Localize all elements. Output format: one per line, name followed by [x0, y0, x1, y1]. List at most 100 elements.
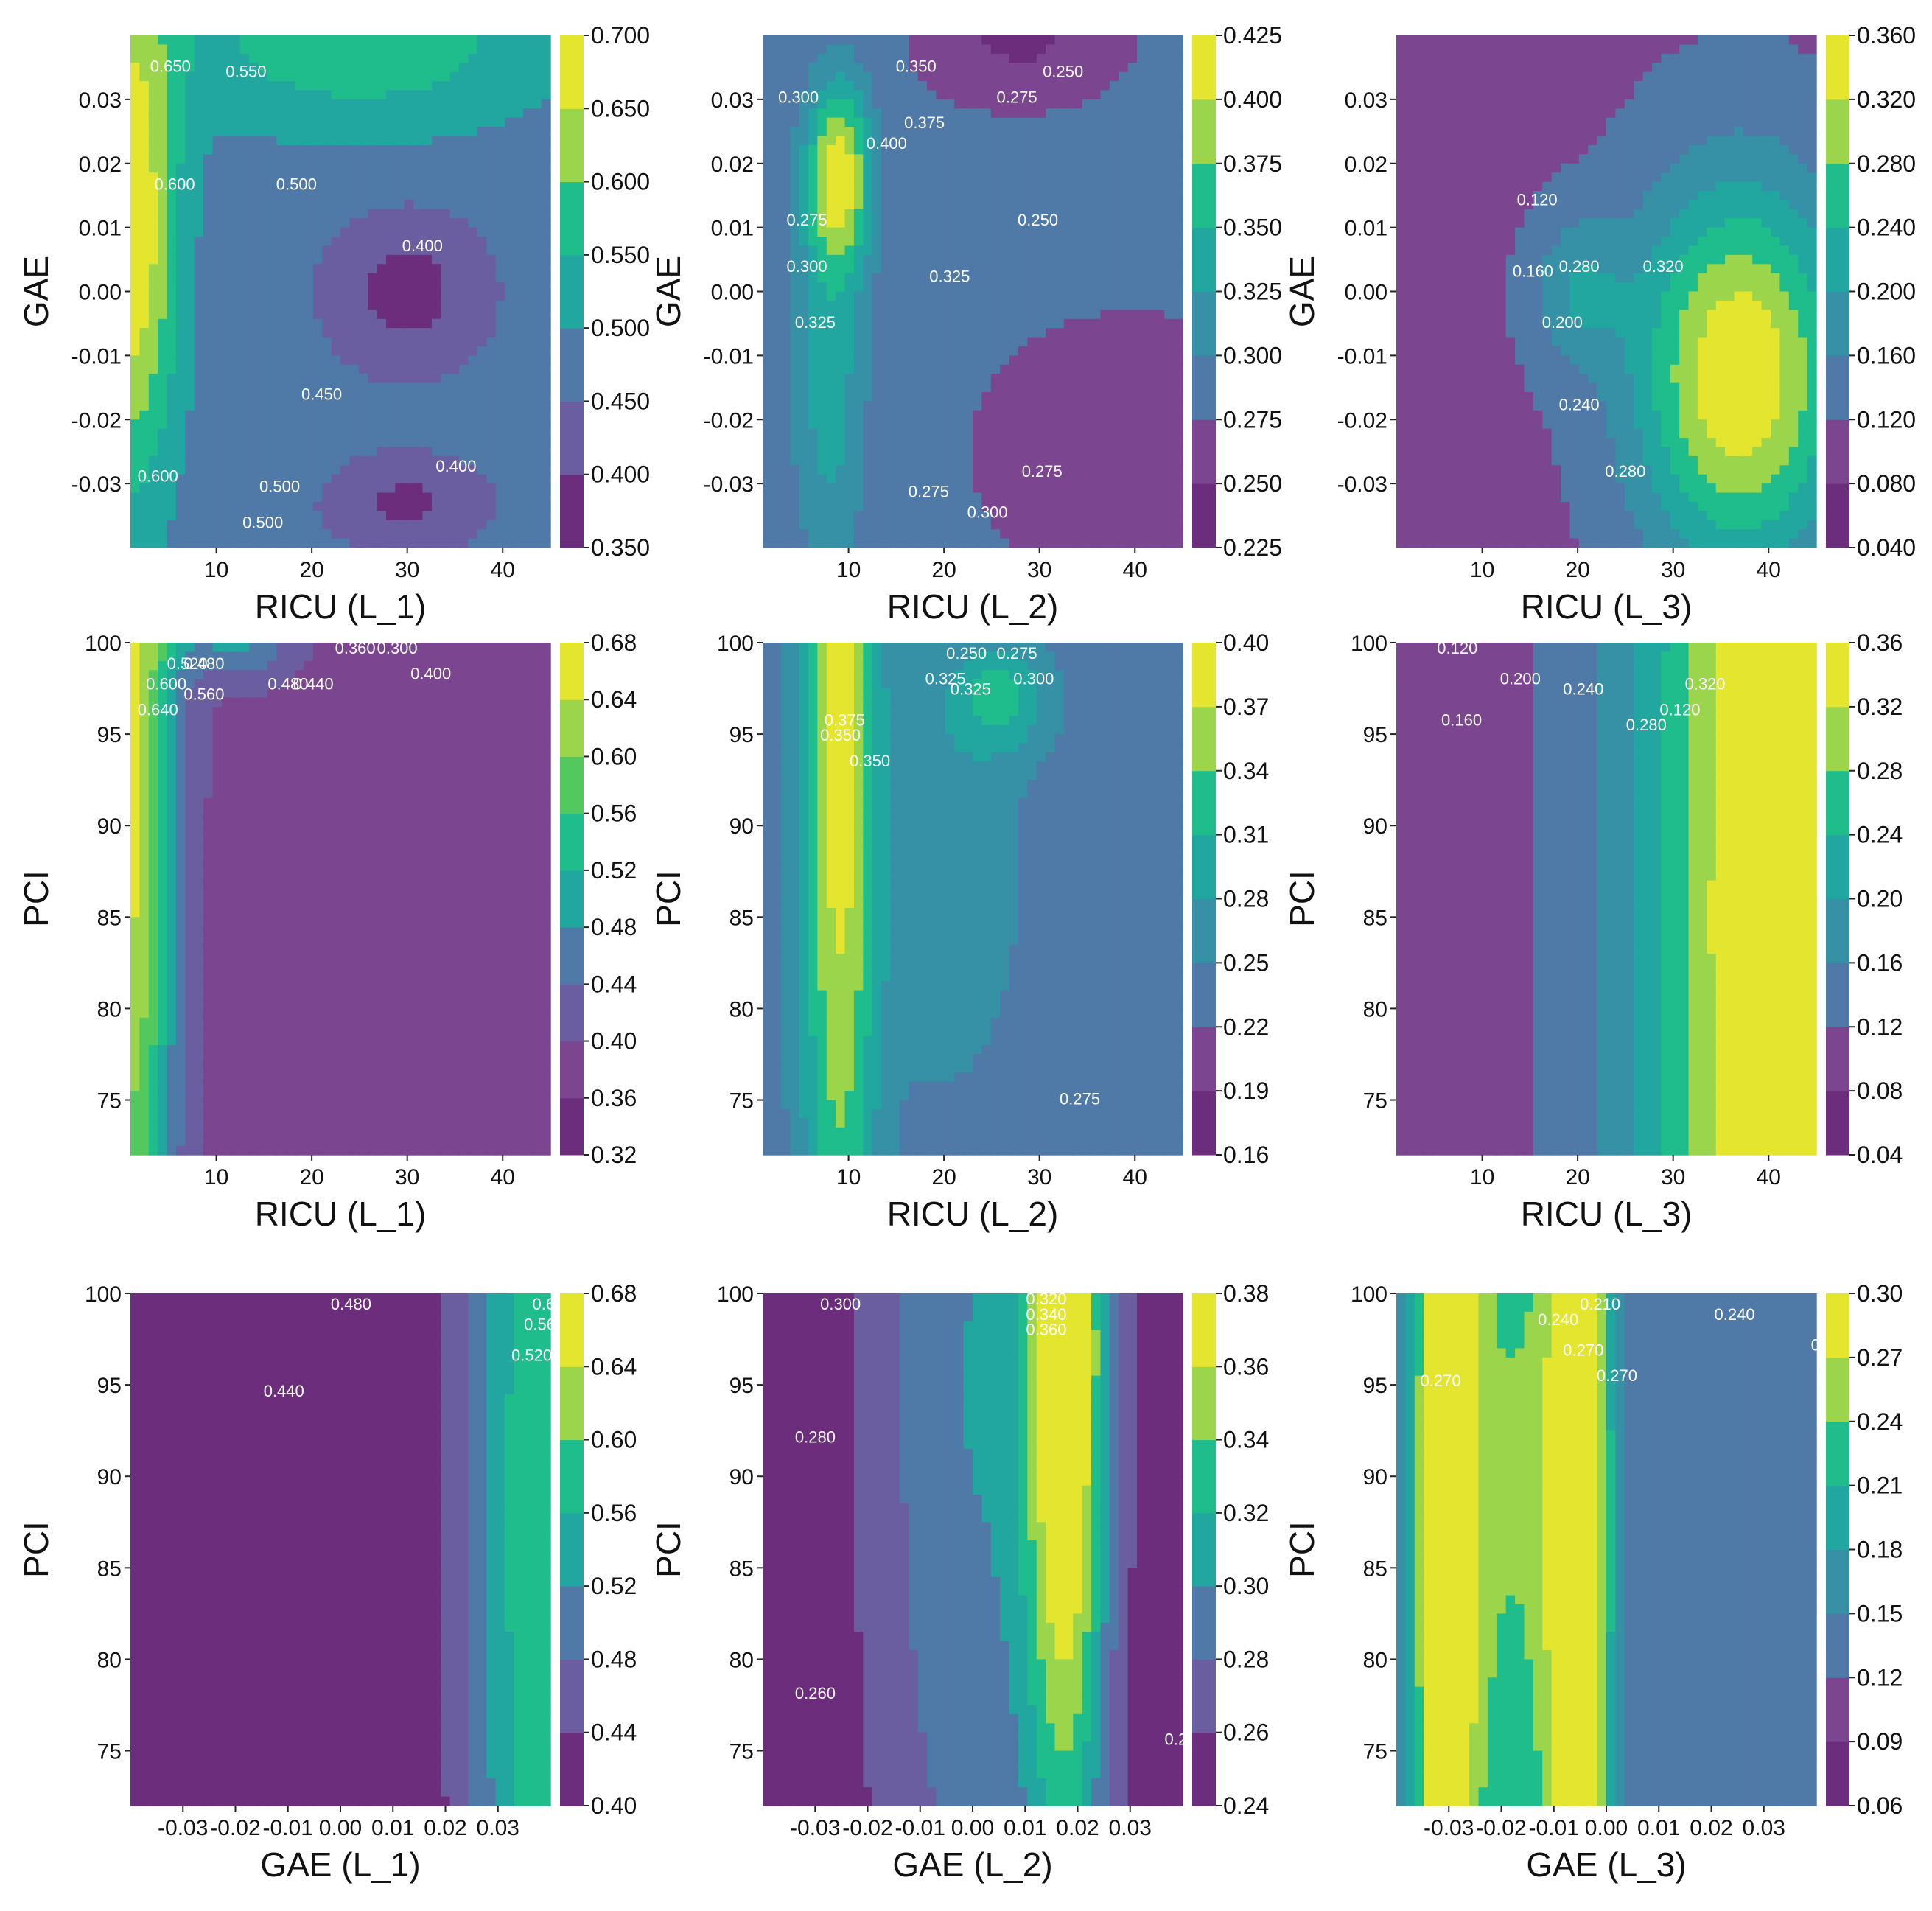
contour-cell	[149, 355, 158, 365]
contour-cell	[468, 273, 477, 283]
contour-cell	[981, 63, 991, 72]
contour-cell	[790, 200, 799, 209]
contour-cell	[313, 282, 323, 292]
contour-cell	[213, 54, 223, 63]
contour-cell	[505, 383, 514, 393]
contour-cell	[459, 191, 469, 200]
contour-cell	[771, 301, 781, 310]
contour-cell	[340, 191, 350, 200]
contour-cell	[542, 136, 551, 146]
contour-cell	[845, 127, 855, 136]
contour-cell	[542, 355, 551, 365]
contour-cell	[386, 401, 396, 411]
contour-cell	[1073, 90, 1082, 99]
contour-cell	[176, 529, 186, 539]
contour-cell	[313, 310, 323, 319]
contour-cell	[313, 99, 323, 109]
contour-cell	[413, 191, 423, 200]
contour-cell	[1137, 338, 1147, 347]
contour-cell	[496, 264, 505, 273]
contour-cell	[468, 182, 477, 192]
contour-cell	[1064, 539, 1074, 548]
contour-cell	[258, 154, 267, 164]
contour-cell	[349, 164, 359, 173]
contour-cell	[304, 301, 313, 310]
contour-cell	[1009, 483, 1019, 493]
contour-cell	[203, 346, 213, 356]
contour-cell	[763, 502, 772, 511]
contour-cell	[1128, 310, 1138, 319]
contour-cell	[954, 383, 964, 393]
contour-cell	[799, 35, 809, 45]
contour-cell	[1110, 209, 1119, 219]
contour-cell	[1027, 108, 1037, 118]
contour-cell	[1128, 346, 1138, 356]
contour-cell	[158, 44, 167, 54]
contour-cell	[1064, 44, 1074, 54]
contour-cell	[799, 44, 809, 54]
contour-cell	[459, 475, 469, 484]
contour-cell	[496, 456, 505, 466]
contour-cell	[139, 328, 149, 338]
contour-cell	[423, 438, 433, 447]
contour-cell	[514, 264, 523, 273]
contour-cell	[1064, 401, 1074, 411]
contour-cell	[1064, 127, 1074, 136]
contour-cell	[991, 493, 1001, 503]
contour-cell	[1064, 346, 1074, 356]
contour-cell	[1082, 81, 1092, 91]
contour-cell	[468, 355, 477, 365]
contour-cell	[991, 539, 1001, 548]
contour-cell	[1046, 346, 1055, 356]
contour-cell	[1128, 411, 1138, 420]
contour-cell	[423, 292, 433, 301]
contour-cell	[981, 127, 991, 136]
contour-cell	[130, 90, 140, 99]
contour-cell	[1128, 301, 1138, 310]
contour-cell	[827, 374, 836, 383]
contour-cell	[781, 465, 791, 475]
contour-cell	[231, 392, 240, 402]
contour-cell	[523, 529, 533, 539]
contour-cell	[836, 228, 845, 237]
contour-cell	[158, 164, 167, 173]
x-tick-label: 40	[491, 558, 515, 582]
contour-cell	[900, 209, 909, 219]
contour-cell	[139, 301, 149, 310]
contour-cell	[368, 44, 377, 54]
contour-cell	[158, 245, 167, 255]
contour-cell	[258, 383, 267, 393]
contour-cell	[322, 255, 332, 265]
contour-cell	[945, 502, 955, 511]
contour-cell	[1128, 529, 1138, 539]
contour-cell	[195, 191, 204, 200]
contour-cell	[276, 200, 286, 209]
contour-cell	[1110, 172, 1119, 182]
contour-cell	[195, 338, 204, 347]
contour-cell	[332, 245, 341, 255]
contour-cell	[267, 346, 277, 356]
contour-cell	[900, 438, 909, 447]
contour-cell	[340, 118, 350, 127]
contour-cell	[1009, 355, 1019, 365]
contour-cell	[1119, 209, 1128, 219]
contour-cell	[1018, 447, 1028, 456]
contour-cell	[413, 475, 423, 484]
contour-cell	[845, 475, 855, 484]
contour-cell	[827, 245, 836, 255]
contour-cell	[1064, 465, 1074, 475]
contour-cell	[432, 209, 441, 219]
contour-cell	[149, 401, 158, 411]
contour-cell	[872, 209, 882, 219]
contour-cell	[900, 264, 909, 273]
contour-cell	[505, 475, 514, 484]
contour-cell	[359, 511, 368, 520]
contour-cell	[203, 301, 213, 310]
contour-cell	[1091, 154, 1101, 164]
contour-cell	[1027, 539, 1037, 548]
contour-cell	[377, 438, 387, 447]
contour-cell	[276, 419, 286, 429]
contour-cell	[349, 319, 359, 329]
contour-cell	[405, 200, 414, 209]
contour-cell	[158, 392, 167, 402]
